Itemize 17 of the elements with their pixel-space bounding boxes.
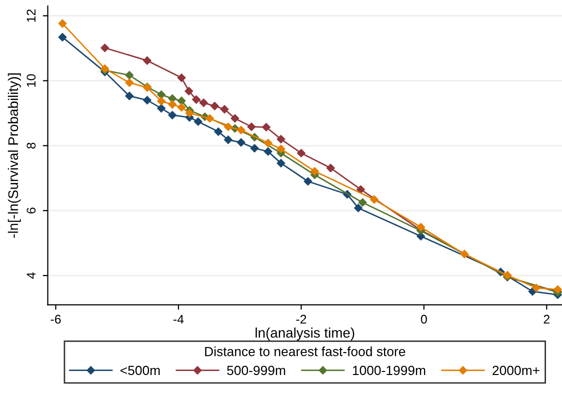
x-tick-label: -6	[50, 314, 61, 324]
legend-label: <500m	[120, 366, 160, 376]
x-tick-label: 2	[544, 314, 550, 324]
legend-title: Distance to nearest fast-food store	[205, 346, 406, 356]
x-tick-label: 0	[420, 314, 427, 324]
legend-label: 500-999m	[227, 366, 286, 376]
y-tick-label: 6	[26, 208, 36, 214]
y-tick-label: 12	[26, 9, 36, 22]
y-tick-label: 4	[26, 272, 36, 279]
x-axis-title: ln(analysis time)	[256, 328, 354, 340]
y-axis-title: -ln[-ln(Survival Probability)]	[8, 73, 21, 238]
y-tick-label: 10	[26, 74, 36, 87]
legend-label: 1000-1999m	[352, 366, 426, 376]
x-tick-label: -4	[173, 314, 184, 324]
legend-label: 2000m+	[492, 366, 540, 376]
x-tick-label: -2	[296, 314, 306, 324]
y-tick-label: 8	[26, 142, 36, 149]
